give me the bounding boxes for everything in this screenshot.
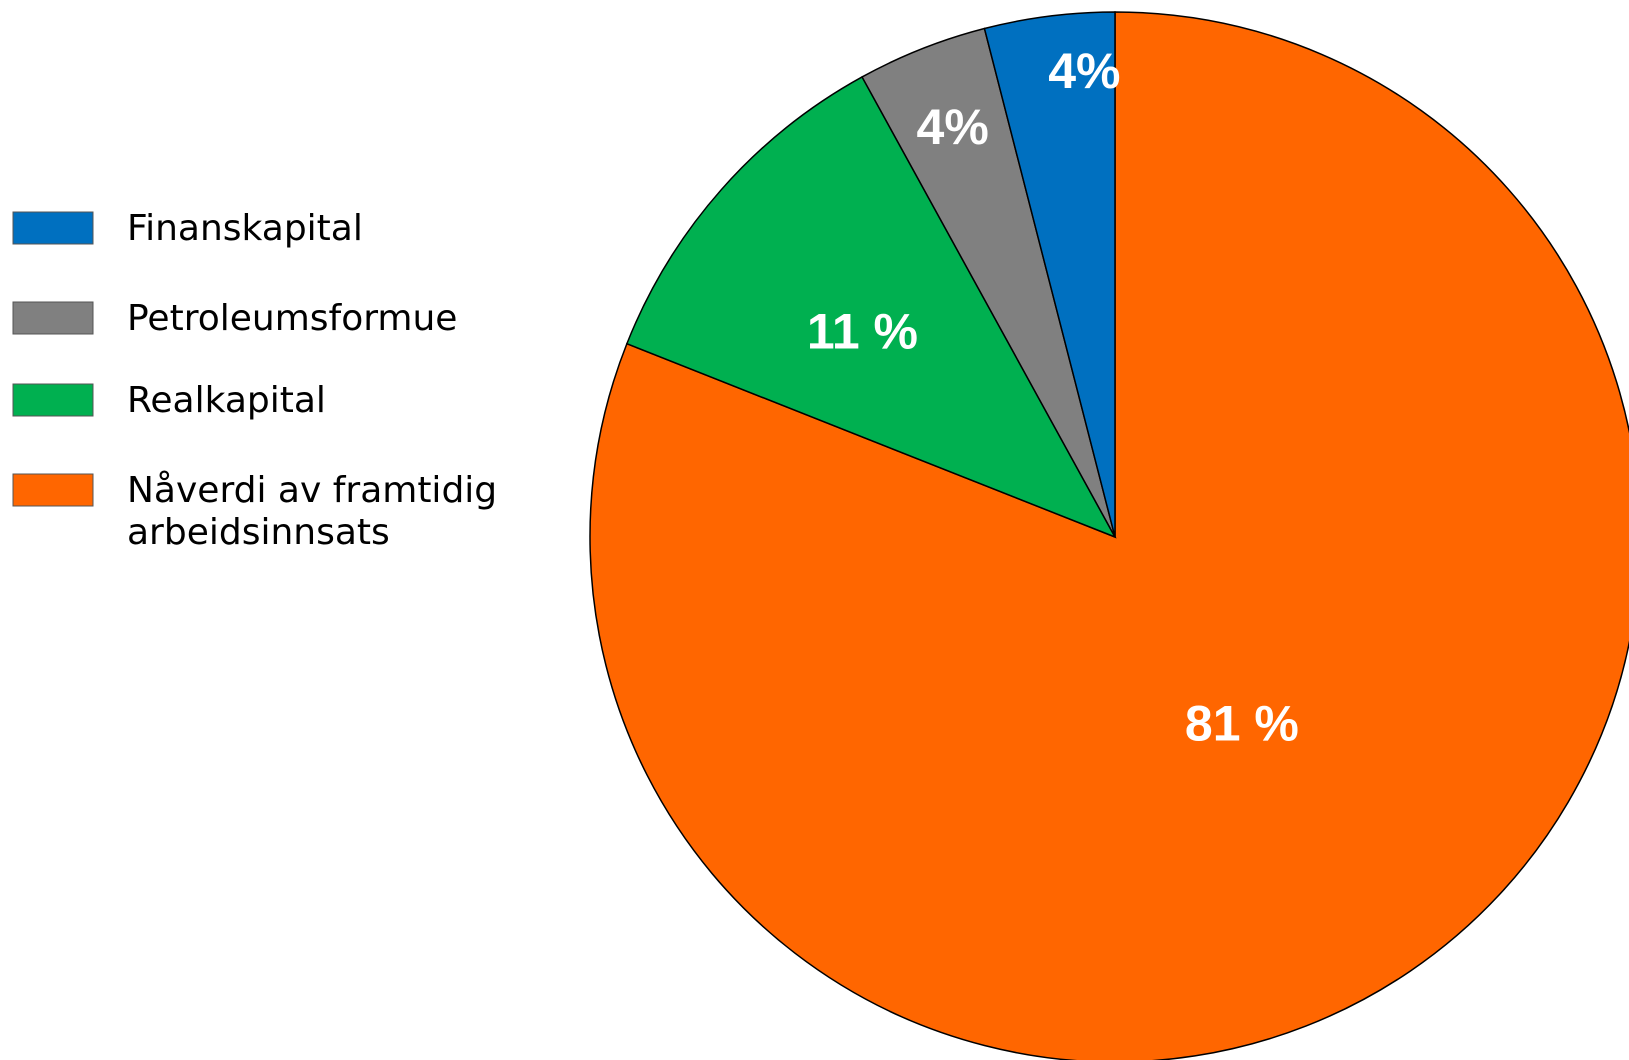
data-label-realkapital: 11 %: [807, 304, 918, 360]
pie-slice-finanskapital: [983, 11, 1116, 538]
legend-swatch-naverdi-av-framtidig-arbeidsinnsats: [12, 473, 94, 507]
pie-slice-realkapital: [625, 75, 1117, 539]
legend: Finanskapital Petroleumsformue Realkapital…: [12, 208, 497, 553]
legend-label-naverdi-av-framtidig-arbeidsinnsats-line-1: Nåverdi av framtidig: [127, 470, 497, 511]
legend-item-petroleumsformue: Petroleumsformue: [12, 298, 457, 339]
legend-swatch-petroleumsformue: [12, 301, 94, 335]
legend-label-naverdi-av-framtidig-arbeidsinnsats-line-2: arbeidsinnsats: [127, 512, 390, 553]
data-label-petroleumsformue: 4%: [917, 99, 989, 155]
legend-swatch-finanskapital: [12, 211, 94, 245]
data-label-naverdi-av-framtidig-arbeidsinnsats: 81 %: [1185, 696, 1299, 752]
data-label-finanskapital: 4%: [1048, 43, 1120, 99]
pie-slice-naverdi-av-framtidig-arbeidsinnsats: [589, 11, 1629, 1060]
legend-label-petroleumsformue: Petroleumsformue: [127, 298, 457, 339]
pie-slices: [589, 11, 1629, 1060]
legend-label-finanskapital: Finanskapital: [127, 208, 363, 249]
legend-item-finanskapital: Finanskapital: [12, 208, 363, 249]
data-labels: 81 % 11 % 4% 4%: [807, 43, 1299, 752]
legend-label-realkapital: Realkapital: [127, 380, 326, 421]
legend-swatch-realkapital: [12, 383, 94, 417]
legend-item-realkapital: Realkapital: [12, 380, 326, 421]
